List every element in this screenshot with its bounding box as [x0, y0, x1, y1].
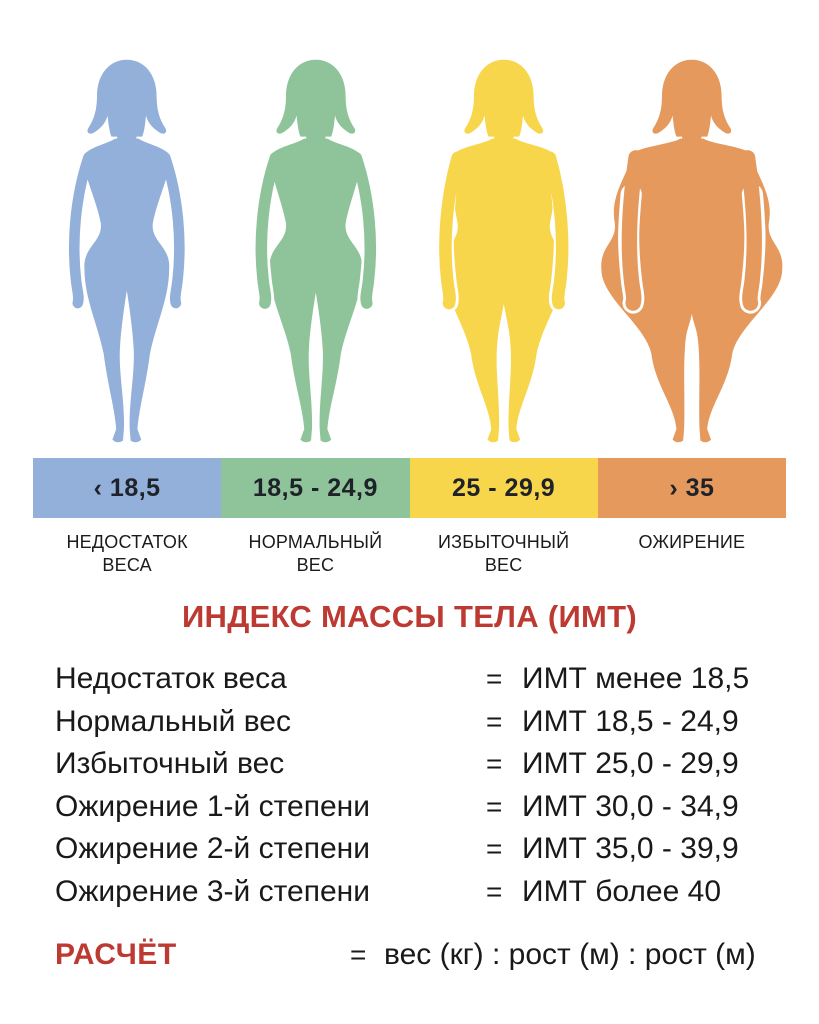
equals-sign: = [486, 705, 503, 737]
female-silhouette-icon [65, 59, 189, 443]
equals-sign: = [486, 790, 503, 822]
table-row: Недостаток веса = ИМТ менее 18,5 [55, 662, 769, 705]
scale-range-underweight: ‹ 18,5 [93, 473, 161, 502]
scale-bar-normal: 18,5 - 24,9 [221, 458, 410, 518]
scale-bar-obese: › 35 [597, 458, 786, 518]
table-row: Ожирение 3-й степени = ИМТ более 40 [55, 875, 769, 918]
row-label: Ожирение 1-й степени [55, 789, 370, 823]
equals-sign: = [486, 875, 503, 907]
underweight-figure [33, 48, 221, 456]
normal-weight-figure [221, 48, 409, 456]
row-label: Недостаток веса [55, 662, 287, 695]
row-label: Нормальный вес [55, 704, 291, 738]
calculation-formula: вес (кг) : рост (м) : рост (м) [384, 938, 756, 971]
row-label: Ожирение 2-й степени [55, 832, 370, 865]
row-label: Избыточный вес [55, 747, 285, 780]
scale-category-obese: ОЖИРЕНИЕ [638, 532, 746, 552]
scale-segment-normal: 18,5 - 24,9 НОРМАЛЬНЫЙ ВЕС [221, 458, 410, 578]
scale-segment-underweight: ‹ 18,5 НЕДОСТАТОК ВЕСА [33, 458, 222, 578]
bmi-table: Недостаток веса = ИМТ менее 18,5 Нормаль… [55, 662, 769, 917]
row-value: ИМТ 30,0 - 34,9 [522, 789, 739, 823]
figures-row [33, 48, 786, 456]
calculation-row: РАСЧЁТ = вес (кг) : рост (м) : рост (м) [55, 938, 769, 972]
scale-segment-overweight: 25 - 29,9 ИЗБЫТОЧНЫЙ ВЕС [409, 458, 598, 578]
row-value: ИМТ 35,0 - 39,9 [522, 832, 739, 865]
page-title: ИНДЕКС МАССЫ ТЕЛА (ИМТ) [181, 599, 638, 634]
female-silhouette-icon [435, 59, 573, 443]
row-value: ИМТ 18,5 - 24,9 [522, 704, 739, 738]
obese-figure [598, 48, 786, 456]
female-silhouette-icon [601, 59, 783, 443]
equals-sign: = [486, 663, 503, 694]
scale-category-normal: НОРМАЛЬНЫЙ ВЕС [248, 532, 383, 576]
calculation-label: РАСЧЁТ [55, 938, 177, 971]
row-value: ИМТ 25,0 - 29,9 [522, 747, 739, 780]
row-label: Ожирение 3-й степени [55, 874, 370, 908]
scale-category-underweight: НЕДОСТАТОК ВЕСА [66, 532, 188, 576]
row-value: ИМТ менее 18,5 [522, 662, 750, 695]
table-row: Избыточный вес = ИМТ 25,0 - 29,9 [55, 747, 769, 790]
overweight-figure [410, 48, 598, 456]
scale-segment-obese: › 35 ОЖИРЕНИЕ [597, 458, 786, 578]
female-silhouette-icon [251, 59, 380, 443]
scale-range-overweight: 25 - 29,9 [452, 473, 556, 502]
row-value: ИМТ более 40 [522, 874, 721, 908]
equals-sign: = [486, 833, 503, 864]
scale-range-normal: 18,5 - 24,9 [252, 473, 378, 502]
equals-sign: = [486, 748, 503, 779]
equals-sign: = [350, 939, 367, 970]
scale-category-overweight: ИЗБЫТОЧНЫЙ ВЕС [438, 532, 570, 576]
scale-range-obese: › 35 [669, 473, 715, 502]
bmi-scale: ‹ 18,5 НЕДОСТАТОК ВЕСА 18,5 - 24,9 НОРМА… [33, 458, 786, 578]
table-row: Ожирение 2-й степени = ИМТ 35,0 - 39,9 [55, 832, 769, 875]
scale-bar-underweight: ‹ 18,5 [33, 458, 222, 518]
table-row: Нормальный вес = ИМТ 18,5 - 24,9 [55, 705, 769, 748]
table-row: Ожирение 1-й степени = ИМТ 30,0 - 34,9 [55, 790, 769, 833]
scale-bar-overweight: 25 - 29,9 [409, 458, 598, 518]
